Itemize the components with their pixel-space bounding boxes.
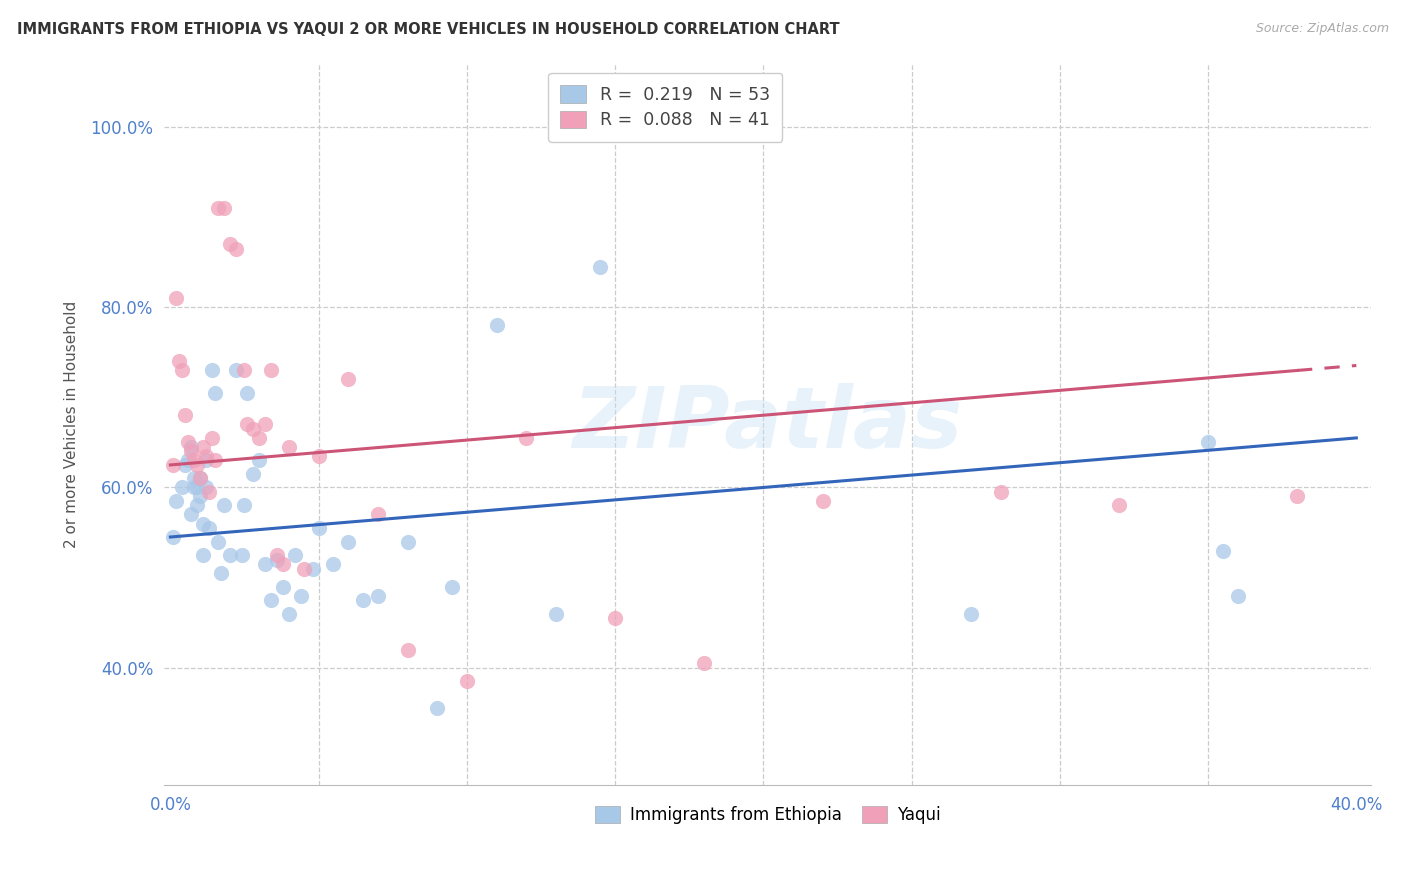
Point bbox=[201, 363, 224, 377]
Point bbox=[201, 431, 224, 445]
Point bbox=[225, 363, 247, 377]
Point bbox=[165, 494, 187, 508]
Point bbox=[242, 467, 264, 481]
Point bbox=[290, 589, 312, 603]
Point bbox=[811, 494, 834, 508]
Point bbox=[960, 607, 983, 621]
Point bbox=[183, 471, 205, 485]
Point bbox=[589, 260, 612, 274]
Point bbox=[191, 516, 214, 531]
Point bbox=[188, 471, 211, 485]
Point bbox=[191, 440, 214, 454]
Point bbox=[198, 485, 221, 500]
Point bbox=[188, 490, 211, 504]
Point bbox=[367, 589, 389, 603]
Point bbox=[254, 417, 277, 432]
Point bbox=[162, 458, 184, 472]
Point bbox=[456, 674, 478, 689]
Point bbox=[162, 530, 184, 544]
Point bbox=[207, 201, 229, 215]
Point bbox=[212, 201, 235, 215]
Point bbox=[204, 453, 226, 467]
Text: ZIPatlas: ZIPatlas bbox=[572, 383, 963, 466]
Point bbox=[174, 409, 197, 423]
Point bbox=[260, 593, 283, 607]
Point bbox=[308, 449, 330, 463]
Point bbox=[218, 548, 240, 562]
Text: IMMIGRANTS FROM ETHIOPIA VS YAQUI 2 OR MORE VEHICLES IN HOUSEHOLD CORRELATION CH: IMMIGRANTS FROM ETHIOPIA VS YAQUI 2 OR M… bbox=[17, 22, 839, 37]
Point bbox=[1286, 490, 1309, 504]
Point bbox=[337, 534, 360, 549]
Point bbox=[260, 363, 283, 377]
Point bbox=[254, 557, 277, 571]
Point bbox=[236, 385, 259, 400]
Point bbox=[1108, 499, 1130, 513]
Point bbox=[188, 471, 211, 485]
Legend: Immigrants from Ethiopia, Yaqui: Immigrants from Ethiopia, Yaqui bbox=[588, 799, 948, 830]
Point bbox=[212, 499, 235, 513]
Point bbox=[191, 548, 214, 562]
Point bbox=[180, 444, 202, 458]
Point bbox=[284, 548, 307, 562]
Point bbox=[207, 534, 229, 549]
Point bbox=[1212, 543, 1234, 558]
Point bbox=[180, 440, 202, 454]
Point bbox=[367, 508, 389, 522]
Point bbox=[236, 417, 259, 432]
Point bbox=[183, 453, 205, 467]
Point bbox=[172, 480, 194, 494]
Point bbox=[186, 458, 208, 472]
Point bbox=[231, 548, 253, 562]
Point bbox=[165, 291, 187, 305]
Point bbox=[266, 548, 288, 562]
Point bbox=[426, 701, 449, 715]
Point bbox=[990, 485, 1012, 500]
Point bbox=[225, 242, 247, 256]
Point bbox=[441, 580, 464, 594]
Point bbox=[544, 607, 567, 621]
Point bbox=[177, 435, 200, 450]
Point bbox=[172, 363, 194, 377]
Point bbox=[352, 593, 374, 607]
Point bbox=[204, 385, 226, 400]
Point bbox=[242, 422, 264, 436]
Point bbox=[247, 453, 270, 467]
Point bbox=[186, 480, 208, 494]
Point bbox=[266, 552, 288, 566]
Point bbox=[194, 449, 217, 463]
Point bbox=[247, 431, 270, 445]
Point bbox=[198, 521, 221, 535]
Point bbox=[292, 561, 315, 575]
Point bbox=[396, 642, 419, 657]
Point bbox=[278, 607, 301, 621]
Point bbox=[485, 318, 508, 333]
Point bbox=[515, 431, 537, 445]
Point bbox=[233, 363, 256, 377]
Point bbox=[183, 480, 205, 494]
Point bbox=[218, 237, 240, 252]
Point bbox=[167, 354, 190, 368]
Point bbox=[186, 499, 208, 513]
Point bbox=[337, 372, 360, 386]
Point bbox=[603, 611, 626, 625]
Point bbox=[278, 440, 301, 454]
Point bbox=[194, 453, 217, 467]
Point bbox=[174, 458, 197, 472]
Point bbox=[233, 499, 256, 513]
Point bbox=[396, 534, 419, 549]
Text: Source: ZipAtlas.com: Source: ZipAtlas.com bbox=[1256, 22, 1389, 36]
Point bbox=[693, 656, 716, 670]
Point bbox=[209, 566, 232, 580]
Point bbox=[322, 557, 344, 571]
Point bbox=[308, 521, 330, 535]
Point bbox=[301, 561, 323, 575]
Point bbox=[194, 480, 217, 494]
Point bbox=[1226, 589, 1249, 603]
Point bbox=[271, 557, 294, 571]
Point bbox=[1197, 435, 1219, 450]
Point bbox=[271, 580, 294, 594]
Point bbox=[177, 453, 200, 467]
Y-axis label: 2 or more Vehicles in Household: 2 or more Vehicles in Household bbox=[65, 301, 79, 548]
Point bbox=[180, 508, 202, 522]
